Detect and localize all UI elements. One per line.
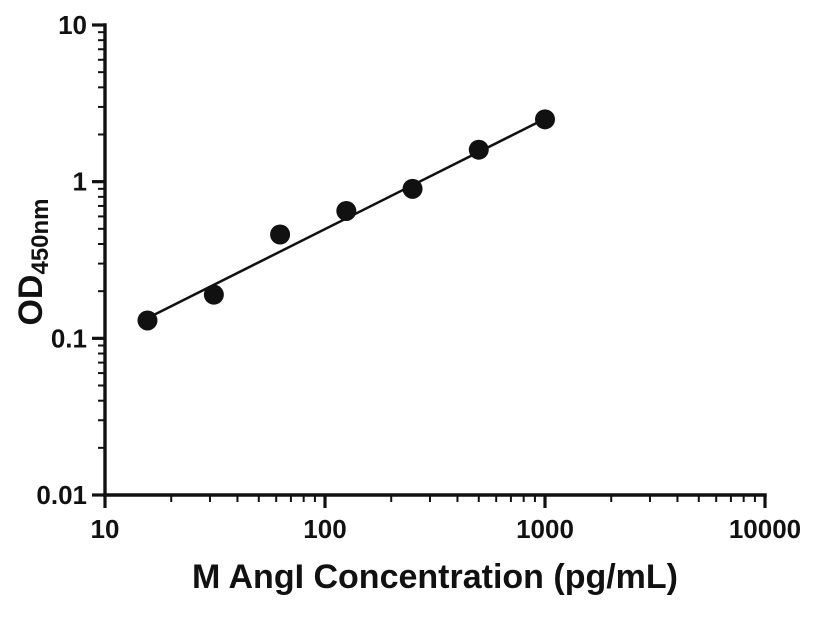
x-tick-label: 10	[91, 514, 120, 544]
data-point	[402, 178, 423, 199]
x-tick-label: 1000	[516, 514, 574, 544]
y-axis-title: OD450nm	[12, 198, 54, 325]
data-point	[203, 284, 224, 305]
data-point	[336, 200, 357, 221]
y-tick-label: 0.1	[51, 323, 87, 353]
y-tick-label: 0.01	[36, 480, 87, 510]
data-point	[468, 139, 489, 160]
x-tick-label: 100	[303, 514, 346, 544]
y-tick-label: 1	[73, 167, 87, 197]
x-axis-title: M AngI Concentration (pg/mL)	[192, 558, 678, 596]
data-point	[270, 224, 291, 245]
data-point	[137, 310, 158, 331]
y-tick-label: 10	[58, 10, 87, 40]
data-point	[535, 109, 555, 130]
x-tick-label: 10000	[729, 514, 801, 544]
